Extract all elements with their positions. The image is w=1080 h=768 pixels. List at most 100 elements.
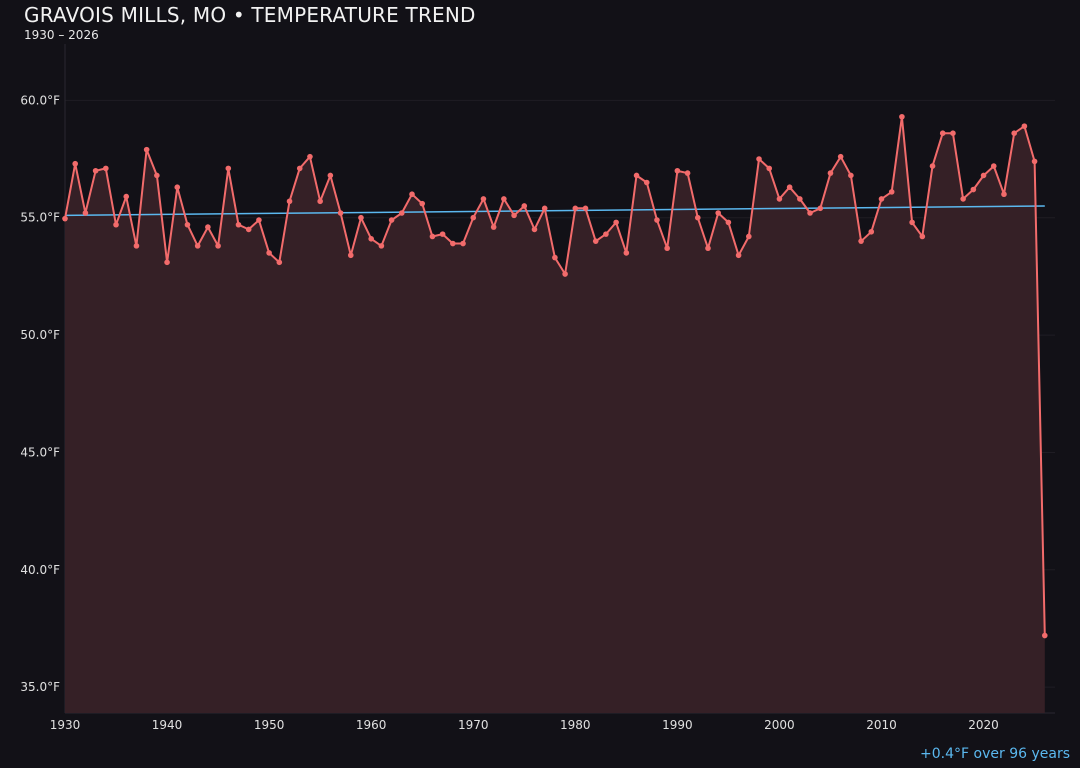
data-point	[501, 196, 507, 202]
data-point	[266, 250, 272, 256]
data-point	[705, 245, 711, 252]
data-point	[113, 221, 119, 228]
data-point	[541, 205, 548, 212]
data-point	[746, 233, 752, 240]
data-point	[358, 214, 364, 221]
data-point	[72, 160, 79, 167]
data-point	[245, 226, 252, 233]
y-tick-label: 50.0°F	[20, 328, 60, 342]
data-point	[368, 236, 374, 242]
data-point	[735, 252, 742, 259]
x-tick-label: 1980	[560, 718, 591, 732]
data-point	[1021, 123, 1028, 129]
data-point	[572, 205, 579, 212]
trend-annotation: +0.4°F over 96 years	[920, 746, 1070, 762]
y-tick-label: 55.0°F	[20, 211, 60, 225]
data-point	[307, 153, 313, 160]
data-point	[521, 203, 528, 209]
data-point	[1031, 158, 1038, 165]
data-point	[205, 224, 211, 230]
data-point	[654, 217, 660, 223]
data-point	[337, 210, 344, 216]
x-tick-label: 2010	[866, 718, 897, 732]
data-point	[684, 170, 691, 176]
data-point	[919, 233, 926, 240]
data-point	[817, 205, 824, 212]
data-point	[562, 271, 568, 277]
data-point	[460, 240, 466, 247]
data-point	[899, 113, 905, 120]
data-point	[82, 210, 89, 216]
data-point	[837, 153, 844, 160]
data-point	[184, 221, 191, 228]
data-point	[347, 252, 354, 259]
data-point	[766, 165, 773, 172]
data-point	[1011, 130, 1017, 136]
data-point	[970, 186, 977, 193]
data-point	[215, 243, 221, 249]
data-point	[694, 214, 701, 221]
data-point	[633, 172, 640, 179]
data-point	[103, 165, 109, 172]
data-point	[552, 254, 558, 261]
chart-subtitle: 1930 – 2026	[24, 28, 99, 42]
data-point	[92, 167, 99, 174]
data-point	[1001, 191, 1007, 198]
data-point	[613, 219, 619, 226]
data-point	[786, 184, 793, 190]
data-point	[439, 231, 446, 237]
trend-line	[64, 205, 1045, 217]
data-point	[643, 179, 650, 186]
data-point	[327, 172, 334, 179]
data-point	[664, 245, 670, 252]
data-point	[807, 210, 813, 216]
y-tick-label: 35.0°F	[20, 680, 60, 694]
data-point	[429, 233, 436, 240]
data-point	[1041, 632, 1048, 639]
data-point	[225, 165, 232, 172]
data-point	[317, 198, 323, 205]
data-point	[960, 196, 966, 202]
x-tick-label: 1930	[50, 718, 81, 732]
data-point	[623, 250, 630, 256]
data-point	[582, 205, 589, 212]
data-point	[409, 191, 415, 198]
data-point	[133, 243, 140, 249]
data-point	[399, 210, 405, 216]
data-point	[715, 210, 721, 216]
data-point	[929, 163, 936, 169]
data-point	[296, 165, 303, 172]
data-point	[990, 163, 997, 169]
data-point	[276, 259, 283, 266]
data-point	[848, 172, 854, 179]
data-point	[470, 214, 477, 221]
x-tick-label: 2020	[968, 718, 999, 732]
data-point	[797, 196, 803, 202]
data-point	[888, 189, 895, 195]
data-point	[154, 172, 160, 179]
data-point	[878, 196, 885, 202]
data-point	[603, 231, 609, 237]
data-point	[490, 224, 497, 230]
data-point	[776, 196, 783, 202]
data-point	[756, 156, 762, 162]
data-point	[378, 243, 385, 249]
data-point	[674, 167, 681, 174]
temperature-area-fill	[65, 116, 1045, 714]
data-point	[827, 170, 834, 176]
chart-title: GRAVOIS MILLS, MO • TEMPERATURE TREND	[24, 3, 476, 27]
data-point	[531, 226, 538, 233]
x-tick-label: 1960	[356, 718, 387, 732]
data-point	[194, 243, 201, 249]
data-point	[164, 259, 170, 266]
data-point	[980, 172, 987, 179]
data-point	[419, 200, 426, 207]
data-point	[909, 219, 915, 226]
data-point	[725, 219, 732, 226]
data-point	[450, 240, 456, 247]
data-point	[143, 146, 150, 153]
y-tick-label: 40.0°F	[20, 563, 60, 577]
data-point	[388, 217, 395, 223]
y-tick-label: 45.0°F	[20, 445, 60, 459]
x-tick-label: 2000	[764, 718, 795, 732]
